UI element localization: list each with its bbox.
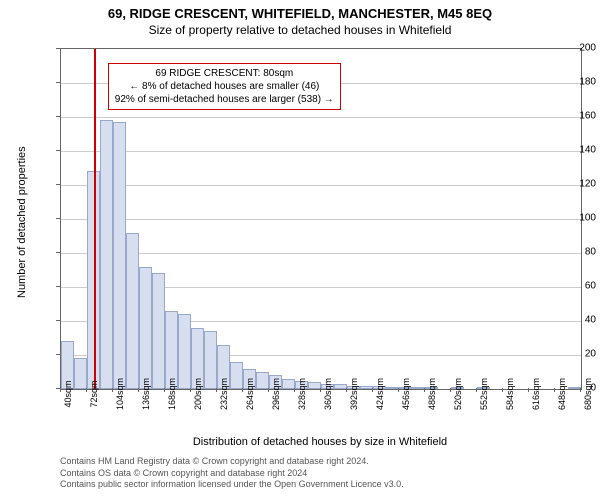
x-tick <box>268 388 269 392</box>
x-tick-label: 584sqm <box>505 378 515 410</box>
y-tick <box>56 252 60 253</box>
y-tick <box>56 116 60 117</box>
x-tick-label: 488sqm <box>427 378 437 410</box>
x-tick-label: 72sqm <box>89 380 99 407</box>
x-tick <box>580 388 581 392</box>
y-tick <box>56 82 60 83</box>
histogram-bar <box>139 267 152 389</box>
y-tick <box>56 286 60 287</box>
x-tick-label: 328sqm <box>297 378 307 410</box>
x-tick-label: 680sqm <box>583 378 593 410</box>
y-tick <box>56 150 60 151</box>
x-tick <box>502 388 503 392</box>
x-tick-label: 520sqm <box>453 378 463 410</box>
gridline <box>61 185 581 186</box>
x-tick <box>216 388 217 392</box>
x-tick <box>398 388 399 392</box>
y-tick <box>56 48 60 49</box>
x-tick <box>164 388 165 392</box>
x-tick <box>190 388 191 392</box>
annotation-line: 69 RIDGE CRESCENT: 80sqm <box>115 67 334 80</box>
x-tick <box>294 388 295 392</box>
x-tick-label: 168sqm <box>167 378 177 410</box>
y-tick-label: 80 <box>540 247 596 258</box>
x-tick-label: 552sqm <box>479 378 489 410</box>
histogram-bar <box>204 331 217 389</box>
gridline <box>61 253 581 254</box>
y-axis-label: Number of detached properties <box>16 146 28 298</box>
x-tick-label: 392sqm <box>349 378 359 410</box>
histogram-bar <box>178 314 191 389</box>
x-tick <box>86 388 87 392</box>
chart-subtitle: Size of property relative to detached ho… <box>0 21 600 37</box>
x-tick <box>138 388 139 392</box>
footer-line: Contains OS data © Crown copyright and d… <box>60 468 404 480</box>
x-tick-label: 200sqm <box>193 378 203 410</box>
gridline <box>61 219 581 220</box>
x-axis-label: Distribution of detached houses by size … <box>60 436 580 448</box>
histogram-bar <box>100 120 113 389</box>
gridline <box>61 117 581 118</box>
y-tick-label: 60 <box>540 281 596 292</box>
plot-area: 69 RIDGE CRESCENT: 80sqm← 8% of detached… <box>60 48 582 390</box>
x-tick <box>450 388 451 392</box>
histogram-bar <box>230 362 243 389</box>
gridline <box>61 151 581 152</box>
y-tick-label: 200 <box>540 43 596 54</box>
x-tick-label: 456sqm <box>401 378 411 410</box>
x-tick <box>424 388 425 392</box>
x-tick-label: 648sqm <box>557 378 567 410</box>
y-tick-label: 180 <box>540 77 596 88</box>
x-tick <box>346 388 347 392</box>
x-tick <box>242 388 243 392</box>
y-tick-label: 140 <box>540 145 596 156</box>
histogram-bar <box>113 122 126 389</box>
x-tick-label: 136sqm <box>141 378 151 410</box>
y-tick <box>56 184 60 185</box>
chart-container: 69, RIDGE CRESCENT, WHITEFIELD, MANCHEST… <box>0 0 600 500</box>
histogram-bar <box>256 372 269 389</box>
annotation-line: 92% of semi-detached houses are larger (… <box>115 93 334 106</box>
footer-line: Contains HM Land Registry data © Crown c… <box>60 456 404 468</box>
x-tick-label: 104sqm <box>115 378 125 410</box>
x-tick <box>320 388 321 392</box>
chart-title: 69, RIDGE CRESCENT, WHITEFIELD, MANCHEST… <box>0 0 600 21</box>
x-tick-label: 40sqm <box>63 380 73 407</box>
x-tick-label: 264sqm <box>245 378 255 410</box>
x-tick <box>554 388 555 392</box>
y-tick-label: 160 <box>540 111 596 122</box>
annotation-line: ← 8% of detached houses are smaller (46) <box>115 80 334 93</box>
y-tick <box>56 354 60 355</box>
x-tick <box>372 388 373 392</box>
y-tick-label: 40 <box>540 315 596 326</box>
y-tick-label: 120 <box>540 179 596 190</box>
histogram-bar <box>152 273 165 389</box>
x-tick-label: 232sqm <box>219 378 229 410</box>
annotation-box: 69 RIDGE CRESCENT: 80sqm← 8% of detached… <box>108 63 341 110</box>
x-tick <box>476 388 477 392</box>
x-tick <box>112 388 113 392</box>
y-tick <box>56 218 60 219</box>
histogram-bar <box>126 233 139 389</box>
histogram-bar <box>74 358 87 389</box>
x-tick <box>528 388 529 392</box>
y-tick-label: 20 <box>540 349 596 360</box>
x-tick <box>60 388 61 392</box>
footer-line: Contains public sector information licen… <box>60 479 404 491</box>
x-tick-label: 296sqm <box>271 378 281 410</box>
x-tick-label: 424sqm <box>375 378 385 410</box>
x-tick-label: 360sqm <box>323 378 333 410</box>
footer-attribution: Contains HM Land Registry data © Crown c… <box>60 456 404 491</box>
x-tick-label: 616sqm <box>531 378 541 410</box>
y-tick <box>56 320 60 321</box>
y-tick-label: 100 <box>540 213 596 224</box>
property-marker-line <box>94 49 96 389</box>
